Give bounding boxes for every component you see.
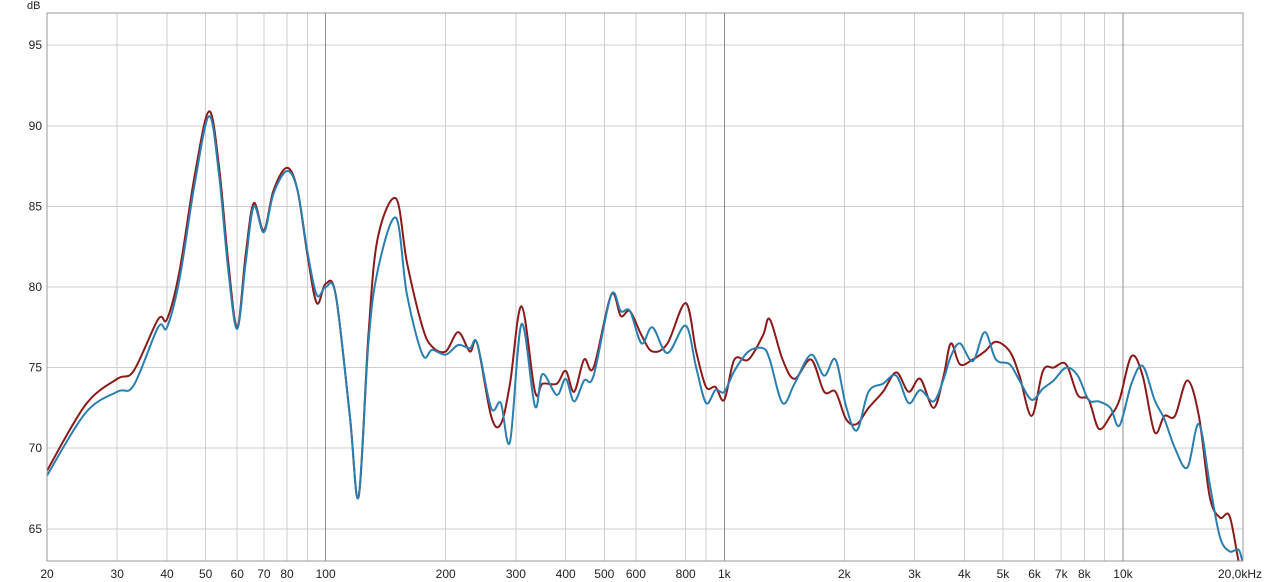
y-tick-label: 65 <box>29 522 43 536</box>
x-tick-label: 800 <box>676 567 696 581</box>
y-tick-label: 75 <box>29 361 43 375</box>
y-tick-label: 85 <box>29 199 43 213</box>
x-tick-label: 5k <box>997 567 1011 581</box>
x-tick-label: 20,0kHz <box>1218 567 1262 581</box>
x-tick-label: 2k <box>838 567 852 581</box>
x-tick-label: 40 <box>160 567 174 581</box>
y-axis-label: dB <box>27 0 40 12</box>
x-tick-label: 6k <box>1028 567 1042 581</box>
x-tick-label: 4k <box>958 567 972 581</box>
x-tick-label: 30 <box>111 567 125 581</box>
y-tick-label: 80 <box>29 280 43 294</box>
y-tick-label: 95 <box>29 38 43 52</box>
grid <box>47 13 1243 561</box>
x-tick-label: 50 <box>199 567 213 581</box>
x-tick-labels: 20 30 40 50 60 70 80 100 200 300 400 500 600 800 1k 2k 3… <box>40 567 1262 581</box>
x-tick-label: 200 <box>436 567 456 581</box>
x-tick-label: 10k <box>1113 567 1133 581</box>
x-tick-label: 20 <box>40 567 54 581</box>
x-tick-label: 70 <box>257 567 271 581</box>
plot-frame <box>46 12 1244 562</box>
y-tick-label: 90 <box>29 119 43 133</box>
x-tick-label: 100 <box>316 567 336 581</box>
x-tick-label: 8k <box>1078 567 1092 581</box>
y-tick-label: 70 <box>29 441 43 455</box>
x-tick-label: 3k <box>908 567 922 581</box>
x-tick-label: 1k <box>718 567 732 581</box>
series-group <box>47 110 1243 561</box>
x-tick-label: 60 <box>231 567 245 581</box>
y-tick-labels: 65 70 75 80 85 90 95 <box>29 38 43 536</box>
x-tick-label: 400 <box>556 567 576 581</box>
x-tick-label: 7k <box>1055 567 1069 581</box>
x-tick-label: 500 <box>594 567 614 581</box>
series-line-blue <box>47 115 1243 561</box>
x-tick-label: 600 <box>626 567 646 581</box>
x-tick-label: 300 <box>506 567 526 581</box>
x-tick-label: 80 <box>280 567 294 581</box>
